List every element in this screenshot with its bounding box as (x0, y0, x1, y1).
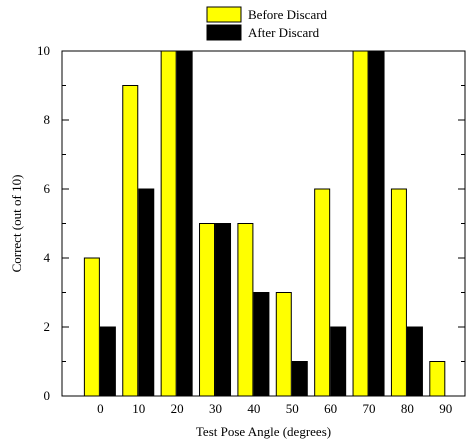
x-tick-label: 50 (286, 401, 299, 416)
x-tick-label: 70 (363, 401, 376, 416)
y-axis-label: Correct (out of 10) (9, 175, 24, 273)
legend-swatch-0 (206, 6, 242, 23)
legend-swatch-1 (206, 24, 242, 41)
y-tick-label: 10 (37, 43, 50, 58)
x-tick-label: 40 (247, 401, 260, 416)
bar-before-50 (275, 292, 292, 397)
bar-after-60 (330, 326, 347, 397)
x-tick-label: 30 (209, 401, 222, 416)
bar-before-0 (83, 257, 100, 397)
bar-before-70 (352, 50, 369, 397)
bar-before-20 (160, 50, 177, 397)
y-tick-label: 0 (44, 388, 51, 403)
legend-label-0: Before Discard (248, 7, 328, 22)
x-tick-label: 10 (132, 401, 145, 416)
x-axis-label: Test Pose Angle (degrees) (196, 424, 331, 439)
bar-before-30 (199, 223, 216, 397)
bar-before-10 (122, 85, 139, 397)
bar-before-40 (237, 223, 254, 397)
bar-after-40 (253, 292, 270, 397)
bar-after-20 (176, 50, 193, 397)
y-tick-label: 6 (44, 181, 51, 196)
y-ticks: 0 2 4 6 8 10 (37, 43, 465, 403)
bar-after-10 (138, 188, 155, 397)
x-tick-label: 80 (401, 401, 414, 416)
bar-after-80 (406, 326, 423, 397)
bar-before-60 (314, 188, 331, 397)
y-tick-label: 8 (44, 112, 51, 127)
bar-before-90 (429, 361, 446, 397)
bar-after-50 (291, 361, 308, 397)
y-tick-label: 4 (44, 250, 51, 265)
x-tick-label: 20 (171, 401, 184, 416)
x-tick-label: 60 (324, 401, 337, 416)
bar-before-80 (390, 188, 407, 397)
legend: Before Discard After Discard (206, 6, 328, 41)
bars (83, 50, 446, 397)
bar-after-30 (215, 223, 232, 397)
x-tick-label: 0 (97, 401, 104, 416)
bar-after-0 (99, 326, 116, 397)
y-tick-label: 2 (44, 319, 51, 334)
bar-after-70 (368, 50, 385, 397)
x-ticks: 0 10 20 30 40 50 60 70 80 90 (97, 401, 452, 416)
legend-label-1: After Discard (248, 25, 320, 40)
x-tick-label: 90 (439, 401, 452, 416)
